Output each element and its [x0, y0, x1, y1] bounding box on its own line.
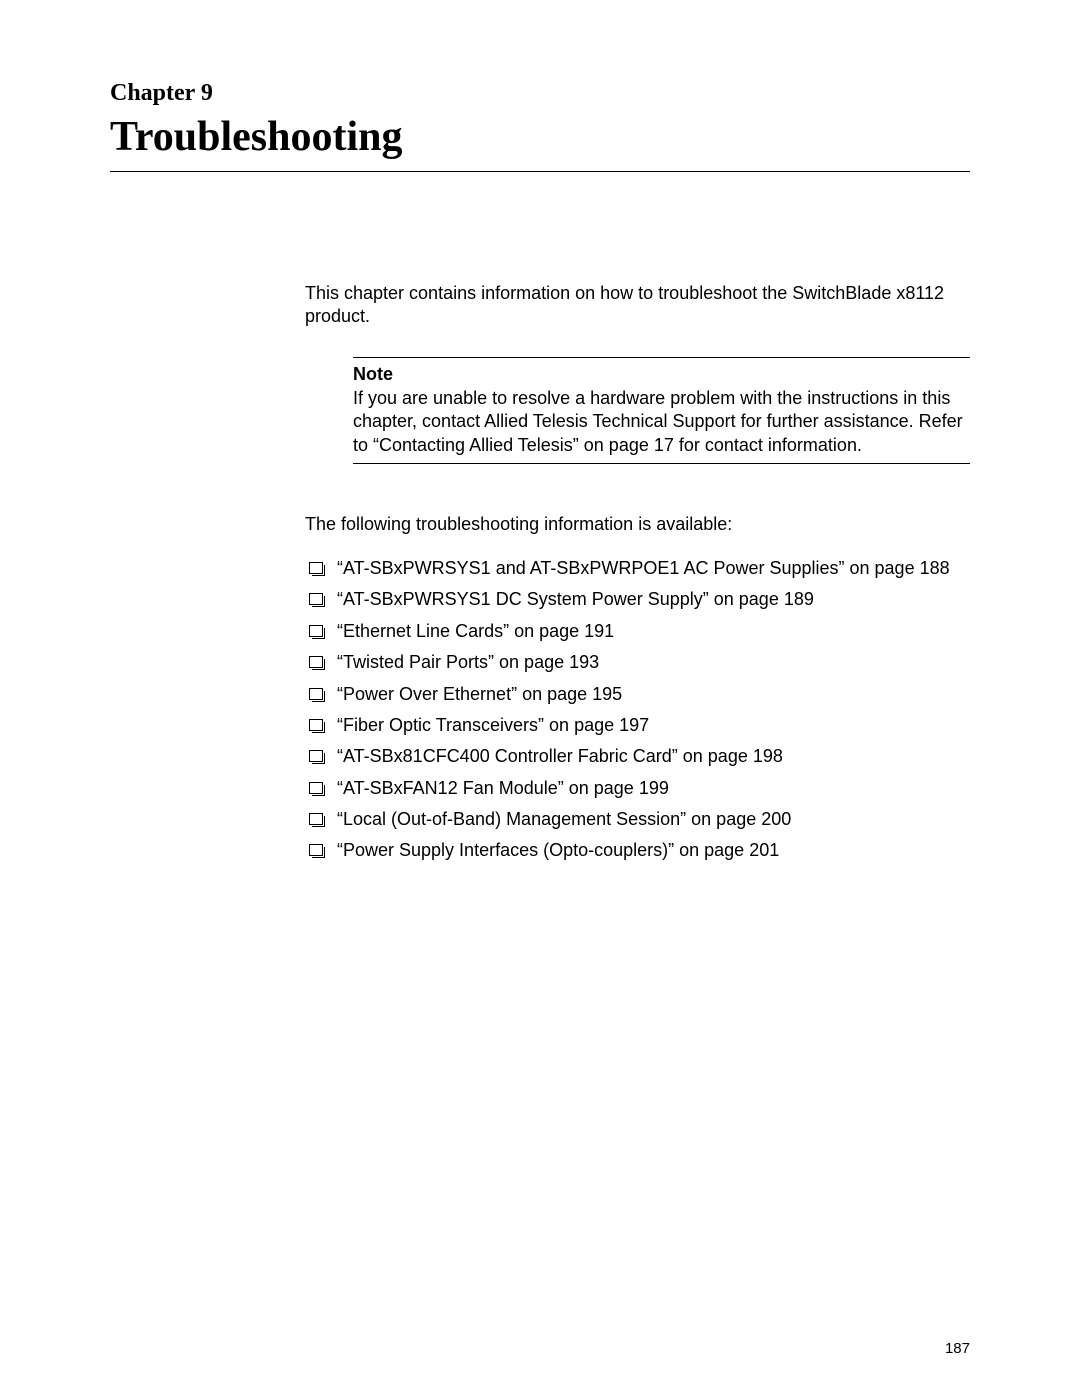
list-item: “AT-SBxPWRSYS1 and AT-SBxPWRPOE1 AC Powe…	[309, 557, 970, 580]
list-item: “Ethernet Line Cards” on page 191	[309, 620, 970, 643]
bullet-icon	[309, 625, 323, 637]
list-item: “Twisted Pair Ports” on page 193	[309, 651, 970, 674]
note-text: If you are unable to resolve a hardware …	[353, 387, 970, 457]
bullet-icon	[309, 782, 323, 794]
bullet-icon	[309, 593, 323, 605]
chapter-label: Chapter 9	[110, 80, 970, 107]
bullet-icon	[309, 562, 323, 574]
list-item-text: “AT-SBx81CFC400 Controller Fabric Card” …	[337, 745, 783, 768]
note-box: Note If you are unable to resolve a hard…	[353, 357, 970, 464]
list-item: “AT-SBxPWRSYS1 DC System Power Supply” o…	[309, 588, 970, 611]
list-item-text: “AT-SBxPWRSYS1 DC System Power Supply” o…	[337, 588, 814, 611]
bullet-icon	[309, 719, 323, 731]
list-item: “Fiber Optic Transceivers” on page 197	[309, 714, 970, 737]
list-item: “Power Over Ethernet” on page 195	[309, 683, 970, 706]
bullet-icon	[309, 750, 323, 762]
list-item-text: “Fiber Optic Transceivers” on page 197	[337, 714, 649, 737]
list-item: “Local (Out-of-Band) Management Session”…	[309, 808, 970, 831]
list-item-text: “Ethernet Line Cards” on page 191	[337, 620, 614, 643]
note-label: Note	[353, 364, 970, 385]
list-item-text: “AT-SBxPWRSYS1 and AT-SBxPWRPOE1 AC Powe…	[337, 557, 950, 580]
toc-list: “AT-SBxPWRSYS1 and AT-SBxPWRPOE1 AC Powe…	[305, 557, 970, 863]
list-item: “AT-SBx81CFC400 Controller Fabric Card” …	[309, 745, 970, 768]
intro-paragraph: This chapter contains information on how…	[305, 282, 970, 329]
bullet-icon	[309, 844, 323, 856]
page-number: 187	[945, 1340, 970, 1357]
list-item-text: “Local (Out-of-Band) Management Session”…	[337, 808, 791, 831]
lead-paragraph: The following troubleshooting informatio…	[305, 514, 970, 535]
list-item-text: “Twisted Pair Ports” on page 193	[337, 651, 599, 674]
chapter-title: Troubleshooting	[110, 113, 970, 161]
bullet-icon	[309, 688, 323, 700]
title-rule	[110, 171, 970, 172]
list-item: “AT-SBxFAN12 Fan Module” on page 199	[309, 777, 970, 800]
note-rule-bottom	[353, 463, 970, 464]
note-rule-top	[353, 357, 970, 358]
list-item: “Power Supply Interfaces (Opto-couplers)…	[309, 839, 970, 862]
body-area: This chapter contains information on how…	[305, 282, 970, 863]
document-page: Chapter 9 Troubleshooting This chapter c…	[0, 0, 1080, 1397]
bullet-icon	[309, 813, 323, 825]
bullet-icon	[309, 656, 323, 668]
list-item-text: “Power Over Ethernet” on page 195	[337, 683, 622, 706]
list-item-text: “Power Supply Interfaces (Opto-couplers)…	[337, 839, 779, 862]
list-item-text: “AT-SBxFAN12 Fan Module” on page 199	[337, 777, 669, 800]
